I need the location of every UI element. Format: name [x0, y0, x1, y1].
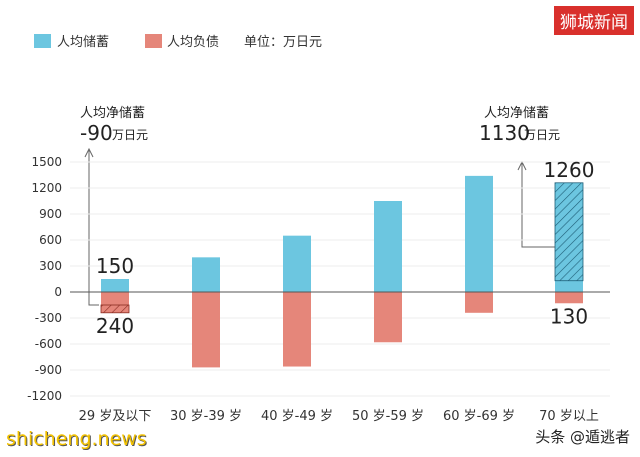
y-tick-label: -300: [35, 311, 62, 325]
watermark-author: 头条 @遁逃者: [535, 428, 630, 446]
data-label-debt: 130: [550, 304, 588, 328]
unit-label: 单位：万日元: [244, 35, 322, 50]
y-tick-label: 1200: [31, 181, 62, 195]
bar-savings: [465, 175, 493, 292]
brand-badge: 狮城新闻: [554, 6, 634, 35]
bar-savings: [101, 279, 129, 292]
bar-savings: [192, 257, 220, 292]
bar-savings: [374, 201, 402, 292]
y-tick-label: 600: [39, 233, 62, 247]
note-left-unit: 万日元: [112, 128, 148, 142]
bar-debt: [555, 292, 583, 304]
data-label-debt: 240: [96, 314, 134, 338]
legend-swatch-savings: [34, 34, 51, 48]
hatch-net-deficit: [100, 304, 130, 314]
y-tick-label: 900: [39, 207, 62, 221]
x-tick-label: 50 岁-59 岁: [352, 409, 424, 424]
watermark-site: shicheng.news: [6, 428, 147, 450]
bar-savings: [283, 235, 311, 292]
bar-debt: [374, 292, 402, 343]
y-tick-label: 0: [54, 285, 62, 299]
y-tick-label: -1200: [27, 389, 62, 403]
x-tick-label: 29 岁及以下: [79, 409, 152, 424]
left-arrow: [84, 147, 99, 306]
y-tick-label: 300: [39, 259, 62, 273]
data-label-savings: 1260: [544, 158, 595, 182]
note-left-value: -90: [80, 121, 113, 145]
note-right-unit: 万日元: [524, 128, 560, 142]
hatch-net-savings: [554, 182, 584, 282]
x-tick-label: 30 岁-39 岁: [170, 409, 242, 424]
x-tick-label: 60 岁-69 岁: [443, 409, 515, 424]
legend-label-debt: 人均负债: [167, 35, 219, 50]
x-tick-label: 70 岁以上: [539, 409, 599, 424]
y-tick-label: -600: [35, 337, 62, 351]
legend-swatch-debt: [145, 34, 162, 48]
legend-label-savings: 人均储蓄: [57, 35, 109, 50]
note-right-title: 人均净储蓄: [484, 106, 549, 121]
bar-debt: [192, 292, 220, 368]
bar-debt: [283, 292, 311, 367]
note-left-title: 人均净储蓄: [80, 106, 145, 121]
x-tick-label: 40 岁-49 岁: [261, 409, 333, 424]
note-right-value: 1130: [479, 121, 530, 145]
y-tick-label: -900: [35, 363, 62, 377]
y-tick-label: 1500: [31, 155, 62, 169]
data-label-savings: 150: [96, 254, 134, 278]
bar-debt: [465, 292, 493, 313]
